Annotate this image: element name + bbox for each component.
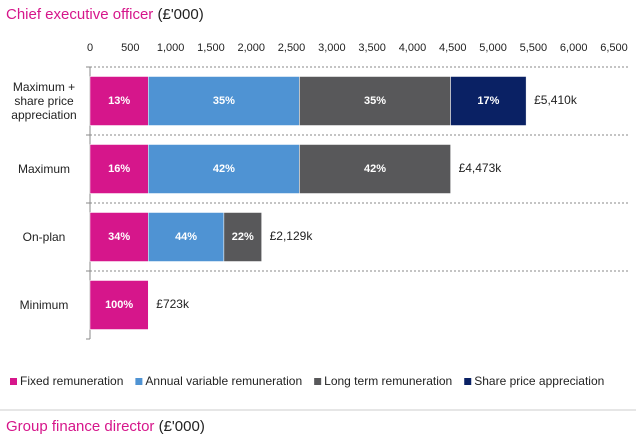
legend-label: Annual variable remuneration [145,374,302,388]
bar-segment [299,144,451,194]
legend-swatch [10,378,17,385]
bar-segment [89,144,149,194]
legend-label: Long term remuneration [324,374,452,388]
x-tick-label: 1,000 [157,42,185,54]
bar-segment [148,212,225,262]
value-label: 42% [364,163,386,175]
legend-swatch [464,378,472,385]
value-label: 17% [477,95,499,107]
x-tick-label: 1,500 [197,42,225,54]
total-label: £4,473k [459,161,503,175]
x-tick-label: 4,000 [399,42,427,54]
total-label: £5,410k [534,93,578,107]
bar-segment [89,212,149,262]
x-tick-label: 5,000 [479,42,507,54]
bar-segment [450,76,527,126]
x-tick-label: 3,000 [318,42,346,54]
x-tick-label: 500 [121,42,139,54]
legend-label: Fixed remuneration [20,374,123,388]
category-label: Minimum [19,298,69,312]
x-tick-label: 4,500 [439,42,467,54]
value-label: 16% [108,163,130,175]
title: Chief executive officer (£'000) [6,6,204,23]
bar-segment [89,280,149,330]
next-title-unit: (£'000) [158,418,205,435]
value-label: 35% [364,95,386,107]
value-label: 22% [232,231,254,243]
x-tick-label: 2,500 [278,42,306,54]
x-tick-label: 3,500 [358,42,386,54]
bar-segment [89,76,149,126]
value-label: 34% [108,231,130,243]
value-label: 100% [105,299,133,311]
x-tick-label: 5,500 [520,42,548,54]
next-title: Group finance director (£'000) [6,418,205,435]
legend-swatch [314,378,322,385]
value-label: 44% [175,231,197,243]
bar-segment [299,76,451,126]
bar-segment [223,212,262,262]
category-label: Maximum [17,162,70,176]
bar-segment [148,144,300,194]
x-tick-label: 2,000 [237,42,265,54]
value-label: 35% [213,95,235,107]
bar-segment [148,76,300,126]
value-label: 13% [108,95,130,107]
next-title-main: Group finance director [6,418,155,435]
total-label: £723k [156,297,190,311]
x-tick-label: 0 [87,42,93,54]
legend-swatch [135,378,143,385]
category-label: On-plan [22,230,66,244]
value-label: 42% [213,163,235,175]
x-tick-label: 6,500 [600,42,628,54]
category-label: Maximum + share price appreciation [11,80,77,122]
x-tick-label: 6,000 [560,42,588,54]
title-unit: (£'000) [157,6,204,23]
total-label: £2,129k [270,229,314,243]
title-main: Chief executive officer [6,6,154,23]
legend-label: Share price appreciation [474,374,604,388]
